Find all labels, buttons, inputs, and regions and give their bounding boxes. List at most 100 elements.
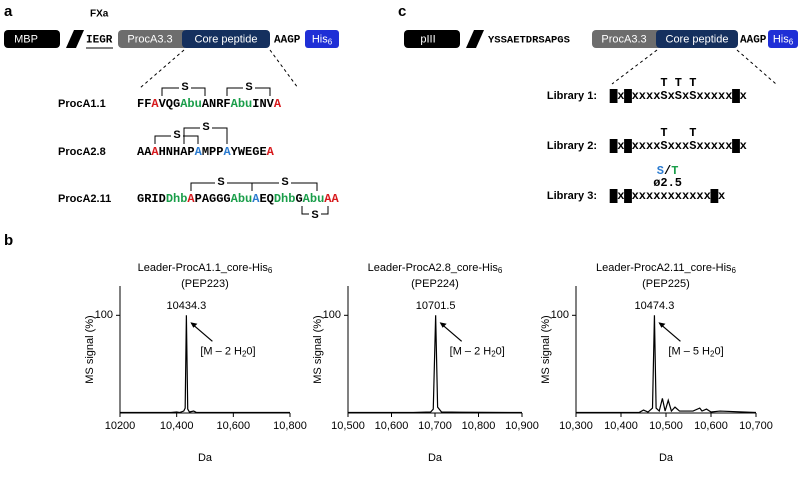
- residue-alt: T: [660, 76, 667, 90]
- residue: A: [187, 192, 195, 206]
- residue: x: [740, 89, 747, 103]
- peak-label: 10434.3: [167, 300, 207, 312]
- chart-title: Leader-ProcA2.11_core-His6: [596, 262, 737, 275]
- residue: S: [689, 89, 696, 103]
- tag-box: [768, 30, 798, 48]
- residue-box: [609, 189, 618, 203]
- residue: Abu: [231, 192, 253, 206]
- residue-box: [732, 139, 740, 153]
- x-tick-label: 10,600: [375, 420, 409, 432]
- chart-subtitle: (PEP224): [411, 278, 459, 290]
- annotation-end: 0]: [496, 345, 505, 357]
- residue: xxxxx: [696, 89, 732, 103]
- residue: xxxx: [632, 139, 661, 153]
- residue: ANRF: [202, 97, 231, 111]
- y-tick-label: 100: [95, 309, 113, 321]
- peptide-sequence: AAAHNHAPAMPPAYWEGEA: [137, 145, 275, 159]
- peptide-name: ProcA2.11: [58, 193, 111, 205]
- peptide-name: ProcA2.8: [58, 146, 106, 158]
- annotation-text: [M – 5 H: [668, 345, 710, 357]
- x-tick-label: 10,900: [505, 420, 539, 432]
- residue: C: [624, 139, 631, 153]
- annotation-sub: 2: [242, 349, 247, 358]
- residue: Dhb: [274, 192, 296, 206]
- residue: A: [151, 145, 159, 159]
- piii-label: pIII: [420, 33, 435, 45]
- cleavage-site: IEGR: [86, 34, 113, 46]
- bridges: S S S S S S S: [154, 81, 329, 221]
- zoom-lines: [611, 49, 777, 85]
- tag-text: His: [773, 33, 789, 45]
- annotation-end: 0]: [714, 345, 723, 357]
- panel-label: a: [4, 3, 13, 20]
- title-text: Leader-ProcA2.8_core-His: [368, 262, 499, 274]
- x-tick-label: 10,500: [649, 420, 683, 432]
- residue-alt: T: [689, 76, 696, 90]
- residue: C: [711, 189, 718, 203]
- arrow-head: [658, 322, 666, 328]
- bridge: [226, 87, 271, 96]
- linker: AAGP: [740, 34, 767, 46]
- residue: x: [617, 189, 624, 203]
- residue: Dhb: [166, 192, 188, 206]
- panel-label: c: [398, 3, 406, 20]
- x-axis-label: Da: [428, 452, 443, 464]
- x-tick-label: 10,500: [331, 420, 365, 432]
- residue: S: [660, 139, 667, 153]
- bridge: [183, 127, 228, 144]
- residue: x: [740, 139, 747, 153]
- break-mark: [466, 30, 484, 48]
- annotation-arrow: [190, 322, 213, 342]
- residue-alt: S/T: [657, 164, 679, 178]
- residue: C: [732, 139, 739, 153]
- residue: C: [732, 89, 739, 103]
- residue: xxxxx: [696, 139, 732, 153]
- bridge: [301, 206, 329, 215]
- residue: x: [718, 189, 725, 203]
- residue: AA: [324, 192, 339, 206]
- library-name: Library 2:: [547, 140, 597, 152]
- residue: S: [675, 89, 682, 103]
- residue: A: [610, 189, 618, 203]
- residue-box: [624, 89, 632, 103]
- annotation: [M – 5 H20]: [668, 345, 723, 358]
- residue: G: [295, 192, 302, 206]
- residue-box: [732, 89, 740, 103]
- residue-box: [710, 189, 719, 203]
- chart-subtitle: (PEP225): [642, 278, 690, 290]
- residue: A: [610, 139, 618, 153]
- annotation: [M – 2 H20]: [450, 345, 505, 358]
- tag-label: His6: [312, 33, 333, 46]
- residue: xxxx: [682, 189, 711, 203]
- fxa-label: FXa: [90, 9, 109, 20]
- residue: xxxx: [632, 89, 661, 103]
- core-label: Core peptide: [666, 33, 729, 45]
- leader-box: [118, 30, 188, 48]
- residue-alt: T: [675, 76, 682, 90]
- x-tick-label: 10200: [105, 420, 136, 432]
- bridge: [252, 182, 318, 191]
- title-sub: 6: [732, 266, 737, 275]
- arrow-head: [190, 322, 198, 328]
- residue: Abu: [180, 97, 202, 111]
- x-tick-label: 10,700: [418, 420, 452, 432]
- residue: x: [668, 89, 675, 103]
- residue: A: [195, 145, 203, 159]
- chart-title: Leader-ProcA2.8_core-His6: [368, 262, 503, 275]
- x-axis-label: Da: [198, 452, 213, 464]
- chart-subtitle: (PEP223): [181, 278, 229, 290]
- y-tick-label: 100: [551, 309, 569, 321]
- bridge-label: S: [245, 81, 252, 93]
- repeat-label: ø2.5: [653, 176, 682, 190]
- peak-label: 10474.3: [635, 300, 675, 312]
- annotation-sub: 2: [710, 349, 715, 358]
- title-text: Leader-ProcA1.1_core-His: [138, 262, 269, 274]
- residue: S: [660, 89, 667, 103]
- residue: VQG: [159, 97, 181, 111]
- peak-label: 10701.5: [416, 300, 456, 312]
- zoom-lines: [139, 49, 299, 89]
- residue: FF: [137, 97, 151, 111]
- annotation-sub: 2: [491, 349, 496, 358]
- mbp-box: [4, 30, 60, 48]
